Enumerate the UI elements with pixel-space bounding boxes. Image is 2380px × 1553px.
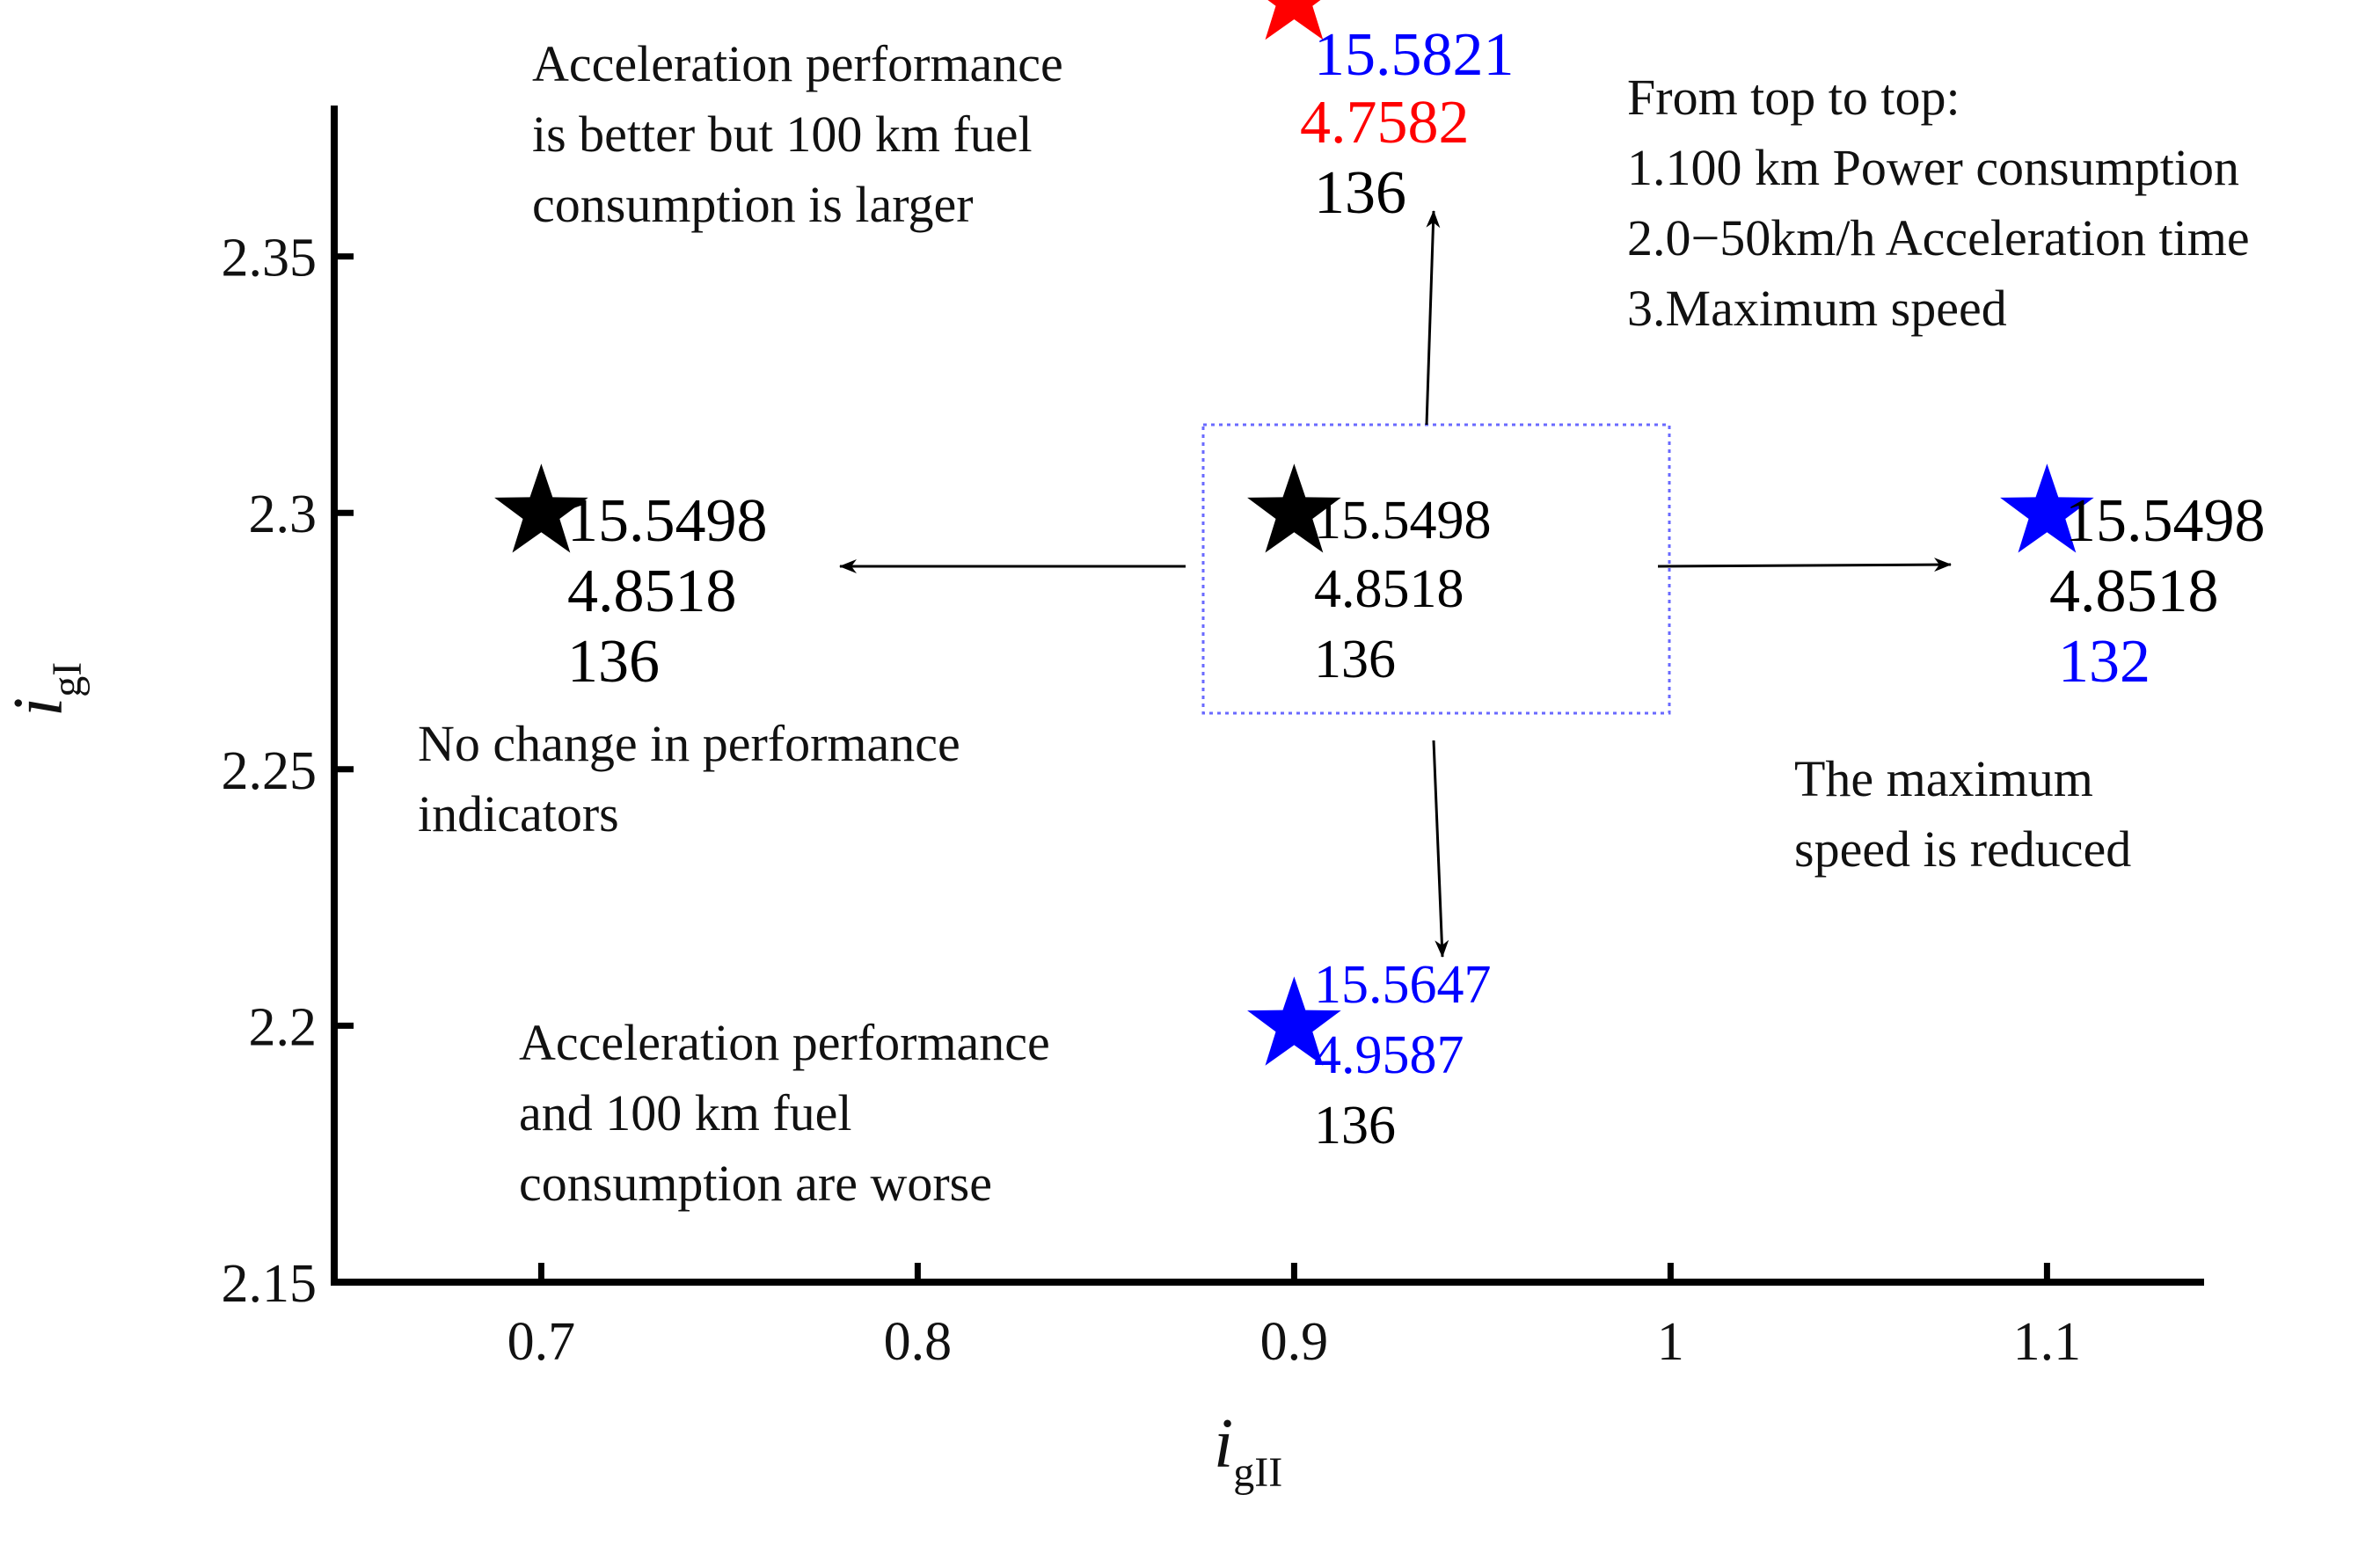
annotation-right-line-2: speed is reduced [1794, 820, 2131, 878]
top-value-speed: 136 [1314, 159, 1406, 227]
annotation-right-line-1: The maximum [1794, 750, 2093, 807]
y-tick-label: 2.15 [222, 1254, 318, 1314]
bottom-value-accel: 4.9587 [1314, 1025, 1464, 1085]
x-tick-label: 1 [1657, 1312, 1684, 1372]
center-value-speed: 136 [1314, 630, 1396, 689]
annotation-top-line-3: consumption is larger [532, 176, 974, 233]
right-value-speed: 132 [2058, 628, 2150, 696]
right-value-power: 15.5498 [2065, 487, 2266, 555]
x-tick-label: 1.1 [2013, 1312, 2082, 1372]
top-value-accel: 4.7582 [1300, 89, 1470, 157]
x-tick-label: 0.8 [884, 1312, 953, 1372]
axis-ticks: 0.7 0.8 0.9 1 1.1 2.15 2.2 2.25 2.3 2.35 [222, 229, 2082, 1372]
x-axis-label: igII [1214, 1405, 1282, 1496]
y-tick-label: 2.2 [249, 997, 318, 1057]
left-value-accel: 4.8518 [567, 558, 737, 625]
legend-note-line-4: 3.Maximum speed [1627, 280, 2007, 337]
annotation-bottom-line-3: consumption are worse [519, 1155, 992, 1212]
bottom-value-speed: 136 [1314, 1096, 1396, 1156]
annotation-top-line-1: Acceleration performance [532, 35, 1063, 92]
star-marker-top [1265, 0, 1324, 40]
center-value-power: 15.5498 [1314, 491, 1492, 550]
legend-note-line-2: 1.100 km Power consumption [1627, 139, 2239, 196]
arrow-right [1657, 558, 1952, 572]
star-marker-right [2000, 463, 2094, 553]
center-selection-box [1201, 423, 1671, 715]
arrow-down [1432, 740, 1449, 958]
annotation-left-line-2: indicators [418, 785, 619, 842]
x-tick-label: 0.9 [1260, 1312, 1329, 1372]
annotation-bottom-line-2: and 100 km fuel [519, 1084, 852, 1141]
top-value-power: 15.5821 [1314, 21, 1515, 89]
legend-note-line-1: From top to top: [1627, 69, 1960, 126]
right-value-accel: 4.8518 [2049, 558, 2219, 625]
y-tick-label: 2.25 [222, 741, 318, 801]
data-markers [494, 0, 2094, 1066]
center-value-accel: 4.8518 [1314, 559, 1464, 619]
y-axis-label: igI [0, 662, 91, 717]
bottom-value-power: 15.5647 [1314, 955, 1492, 1015]
x-tick-label: 0.7 [507, 1312, 576, 1372]
arrow-up [1425, 210, 1441, 426]
left-value-power: 15.5498 [567, 487, 768, 555]
legend-note-line-3: 2.0−50km/h Acceleration time [1627, 209, 2250, 266]
star-marker-left [494, 463, 588, 553]
annotation-left-line-1: No change in performance [418, 715, 960, 772]
y-tick-label: 2.35 [222, 229, 318, 288]
annotation-top-line-2: is better but 100 km fuel [532, 106, 1033, 163]
star-marker-center [1247, 463, 1341, 553]
annotation-bottom-line-1: Acceleration performance [519, 1014, 1050, 1071]
left-value-speed: 136 [567, 628, 660, 696]
star-marker-bottom [1247, 976, 1341, 1066]
y-tick-label: 2.3 [249, 485, 318, 544]
